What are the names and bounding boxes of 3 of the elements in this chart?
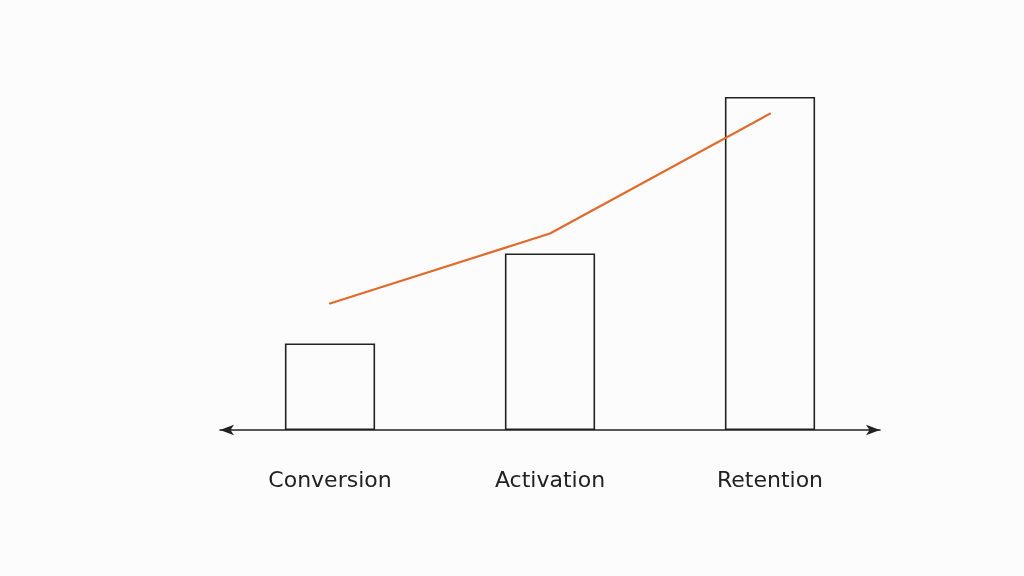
x-tick-label: Conversion [268,466,392,492]
x-tick-label: Activation [494,466,606,492]
x-tick-label: Retention [716,466,824,492]
